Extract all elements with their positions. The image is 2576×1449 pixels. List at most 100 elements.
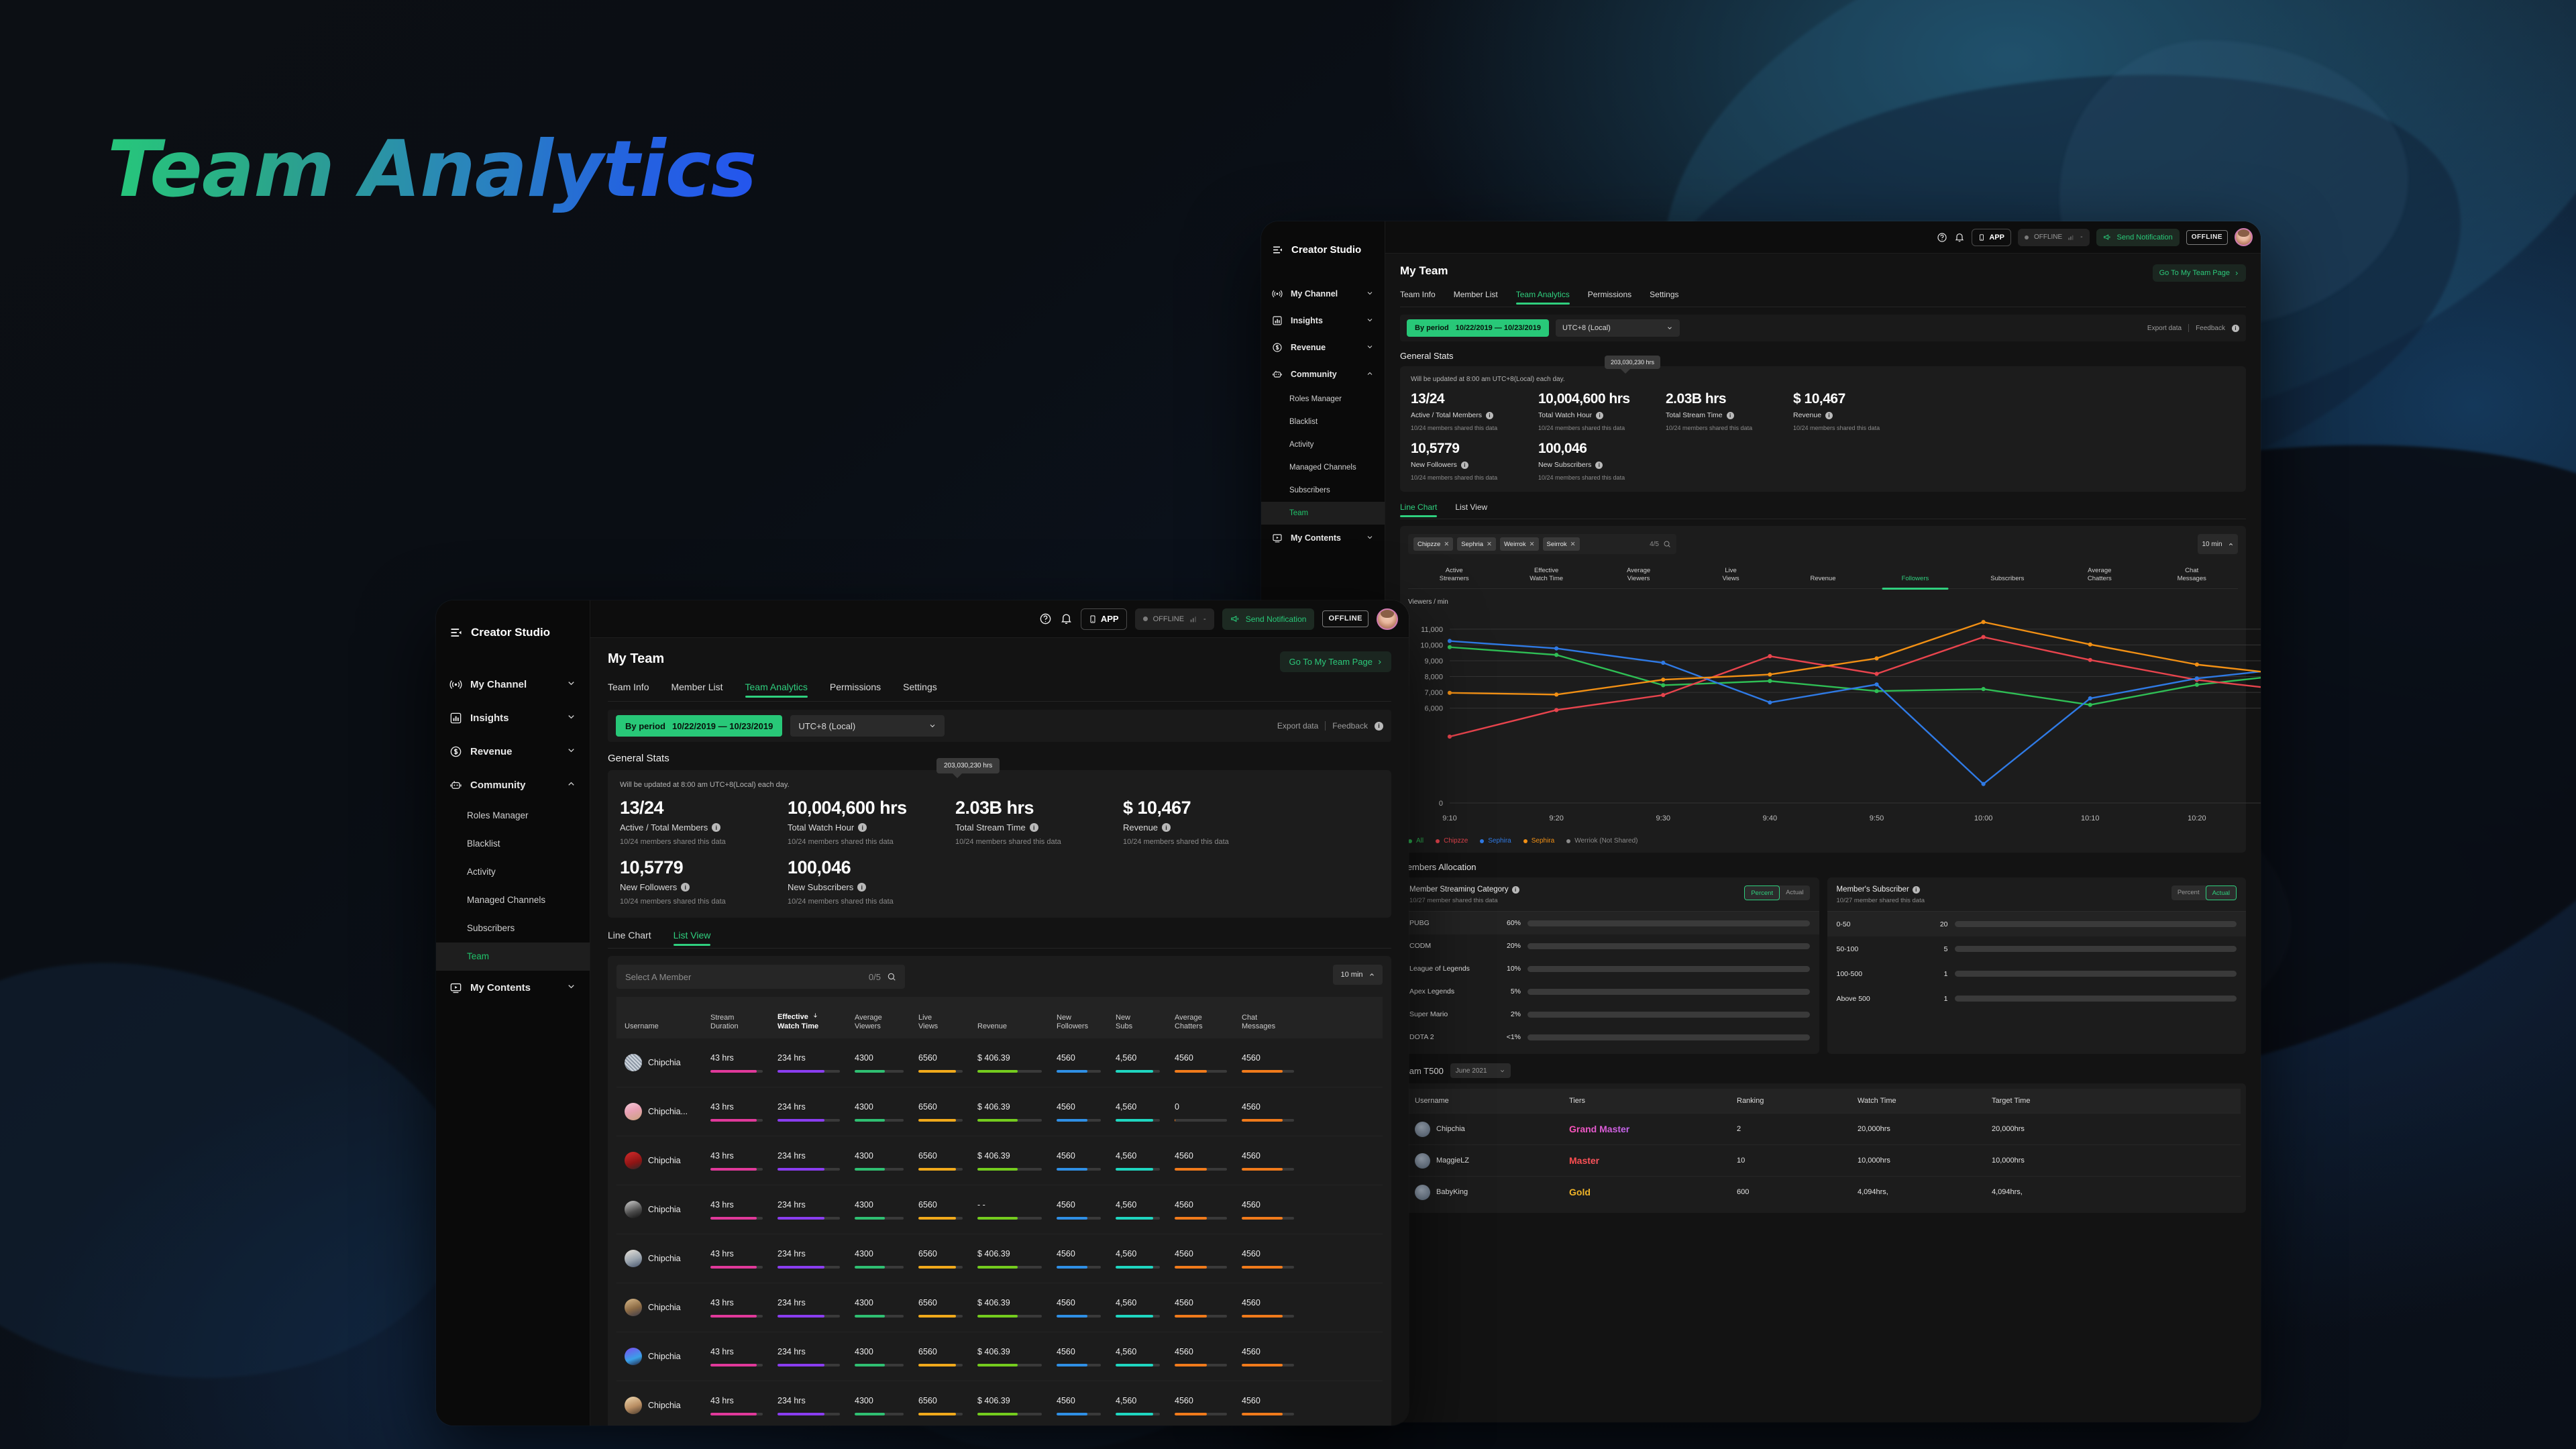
info-icon[interactable]: i	[1825, 411, 1833, 419]
metric-tab-live-views[interactable]: Live Views	[1722, 567, 1739, 583]
sidebar-item-my-contents[interactable]: My Contents	[1261, 525, 1385, 551]
column-header[interactable]: Chat Messages	[1242, 1013, 1276, 1031]
sidebar-item-team[interactable]: Team	[1261, 502, 1385, 525]
metric-tab-average-viewers[interactable]: Average Viewers	[1626, 567, 1651, 583]
table-row[interactable]: Chipchia 43 hrs 234 hrs 4300 6560 $ 406.39 456…	[616, 1234, 1383, 1283]
tab-permissions[interactable]: Permissions	[829, 682, 881, 692]
column-header[interactable]: Username	[625, 1022, 659, 1031]
table-row[interactable]: Chipchia 43 hrs 234 hrs 4300 6560 $ 406.39 456…	[616, 1283, 1383, 1332]
metric-tab-subscribers[interactable]: Subscribers	[1990, 575, 2025, 583]
sidebar-item-blacklist[interactable]: Blacklist	[1289, 418, 1318, 426]
chevron-down-icon[interactable]	[1366, 343, 1374, 353]
chip-remove-icon[interactable]: ✕	[1529, 540, 1535, 548]
help-icon[interactable]	[1937, 232, 1947, 243]
line-chart[interactable]: 0 6,000 7,000 8,000 9,000 10,000 11,000 9:10 9:2…	[1408, 608, 2261, 833]
go-to-team-page-button[interactable]: Go To My Team Page	[2152, 264, 2246, 282]
chevron-down-icon[interactable]	[1366, 533, 1374, 543]
legend-item[interactable]: All	[1408, 837, 1424, 845]
sidebar-item-my-contents[interactable]: My Contents	[436, 971, 590, 1004]
tab-settings[interactable]: Settings	[903, 682, 937, 692]
info-icon[interactable]: i	[681, 883, 690, 892]
view-tab-list-view[interactable]: List View	[673, 930, 711, 946]
legend-item[interactable]: Chipzze	[1436, 837, 1468, 845]
sidebar-item-subscribers[interactable]: Subscribers	[1289, 486, 1330, 494]
percent-actual-toggle[interactable]: Percent Actual	[1744, 885, 1810, 900]
tab-team-analytics[interactable]: Team Analytics	[745, 682, 808, 698]
sidebar-item-my-channel[interactable]: My Channel	[1261, 280, 1385, 307]
stream-status[interactable]: OFFLINE -	[1134, 608, 1214, 630]
go-to-team-page-button[interactable]: Go To My Team Page	[1280, 651, 1391, 672]
tab-member-list[interactable]: Member List	[1453, 290, 1498, 299]
column-header[interactable]: New Followers	[1057, 1013, 1089, 1031]
toggle-actual[interactable]: Actual	[1786, 889, 1804, 896]
sort-arrow-down-icon[interactable]	[812, 1011, 818, 1023]
legend-item[interactable]: Werriok (Not Shared)	[1566, 837, 1638, 845]
metric-tab-followers[interactable]: Followers	[1869, 575, 1961, 588]
interval-select[interactable]: 10 min	[1333, 965, 1383, 985]
table-row[interactable]: Chipchia 43 hrs 234 hrs 4300 6560 $ 406.39 456…	[616, 1381, 1383, 1426]
info-icon[interactable]: i	[1375, 721, 1383, 731]
metric-tab-effective-watch-time[interactable]: Effective Watch Time	[1529, 567, 1564, 583]
avatar[interactable]	[1377, 608, 1398, 630]
chip-remove-icon[interactable]: ✕	[1570, 540, 1576, 548]
member-chip[interactable]: Chipzze ✕	[1413, 537, 1454, 551]
table-row[interactable]: Chipchia 43 hrs 234 hrs 4300 6560 $ 406.39 456…	[616, 1136, 1383, 1185]
sidebar-item-activity[interactable]: Activity	[467, 867, 496, 877]
sidebar-item-managed-channels[interactable]: Managed Channels	[467, 895, 546, 905]
column-header[interactable]: Average Viewers	[855, 1013, 882, 1031]
table-row[interactable]: MaggieLZ Master 10 10,000hrs 10,000hrs	[1405, 1144, 2241, 1176]
menu-collapse-icon[interactable]	[449, 626, 463, 639]
sidebar-item-my-channel[interactable]: My Channel	[436, 667, 590, 701]
chevron-down-icon[interactable]	[1366, 316, 1374, 326]
info-icon[interactable]: i	[2232, 324, 2239, 332]
sidebar-item-subscribers[interactable]: Subscribers	[467, 923, 515, 933]
interval-select[interactable]: 10 min	[2198, 534, 2238, 554]
feedback-link[interactable]: Feedback	[1332, 721, 1368, 731]
send-notification-button[interactable]: Send Notification	[2096, 228, 2180, 246]
column-header[interactable]: Effective Watch Time	[777, 1011, 855, 1039]
tab-settings[interactable]: Settings	[1650, 290, 1679, 299]
help-icon[interactable]	[1039, 612, 1052, 625]
info-icon[interactable]: i	[1596, 411, 1604, 419]
member-chip[interactable]: Seirrok ✕	[1542, 537, 1580, 551]
metric-tab-average-chatters[interactable]: Average Chatters	[2087, 567, 2112, 583]
toggle-percent[interactable]: Percent	[1744, 885, 1780, 900]
brand[interactable]: Creator Studio	[436, 618, 590, 647]
sidebar-item-team[interactable]: Team	[436, 943, 590, 971]
sidebar-item-insights[interactable]: Insights	[1261, 307, 1385, 334]
by-period-button[interactable]: By period 10/22/2019 — 10/23/2019	[616, 715, 783, 737]
chevron-down-icon[interactable]	[566, 745, 576, 758]
sidebar-item-insights[interactable]: Insights	[436, 701, 590, 735]
tab-member-list[interactable]: Member List	[671, 682, 723, 692]
toggle-percent[interactable]: Percent	[2177, 889, 2200, 896]
bell-icon[interactable]	[1954, 232, 1965, 243]
timezone-select[interactable]: UTC+8 (Local)	[1555, 319, 1680, 337]
metric-tab-chat-messages[interactable]: Chat Messages	[2177, 567, 2206, 583]
chevron-down-icon[interactable]	[566, 678, 576, 691]
sidebar-item-managed-channels[interactable]: Managed Channels	[1289, 464, 1356, 472]
metric-tab-active-streamers[interactable]: Active Streamers	[1439, 567, 1469, 583]
tab-team-info[interactable]: Team Info	[608, 682, 649, 692]
sidebar-item-community[interactable]: Community	[436, 768, 590, 802]
export-data-link[interactable]: Export data	[1277, 721, 1319, 731]
stream-status[interactable]: OFFLINE -	[2017, 228, 2090, 246]
member-search[interactable]: Select A Member 0/5	[616, 965, 905, 989]
info-icon[interactable]: i	[712, 823, 721, 832]
table-row[interactable]: Chipchia 43 hrs 234 hrs 4300 6560 - - 4560 4,56…	[616, 1185, 1383, 1234]
view-tab-line-chart[interactable]: Line Chart	[1400, 502, 1438, 517]
timezone-select[interactable]: UTC+8 (Local)	[790, 715, 945, 737]
sidebar-item-revenue[interactable]: Revenue	[1261, 334, 1385, 361]
member-chip[interactable]: Weirrok ✕	[1500, 537, 1539, 551]
table-row[interactable]: Chipchia... 43 hrs 234 hrs 4300 6560 $ 406.39…	[616, 1087, 1383, 1136]
brand[interactable]: Creator Studio	[1261, 236, 1385, 263]
info-icon[interactable]: i	[1595, 461, 1603, 469]
tab-team-info[interactable]: Team Info	[1400, 290, 1436, 299]
bell-icon[interactable]	[1060, 612, 1073, 625]
info-icon[interactable]: i	[1029, 823, 1038, 832]
chip-remove-icon[interactable]: ✕	[1487, 540, 1493, 548]
feedback-link[interactable]: Feedback	[2196, 324, 2225, 332]
t500-month-select[interactable]: June 2021	[1450, 1063, 1511, 1078]
view-tab-line-chart[interactable]: Line Chart	[608, 930, 651, 941]
column-header[interactable]: Revenue	[977, 1022, 1008, 1031]
tab-permissions[interactable]: Permissions	[1587, 290, 1632, 299]
